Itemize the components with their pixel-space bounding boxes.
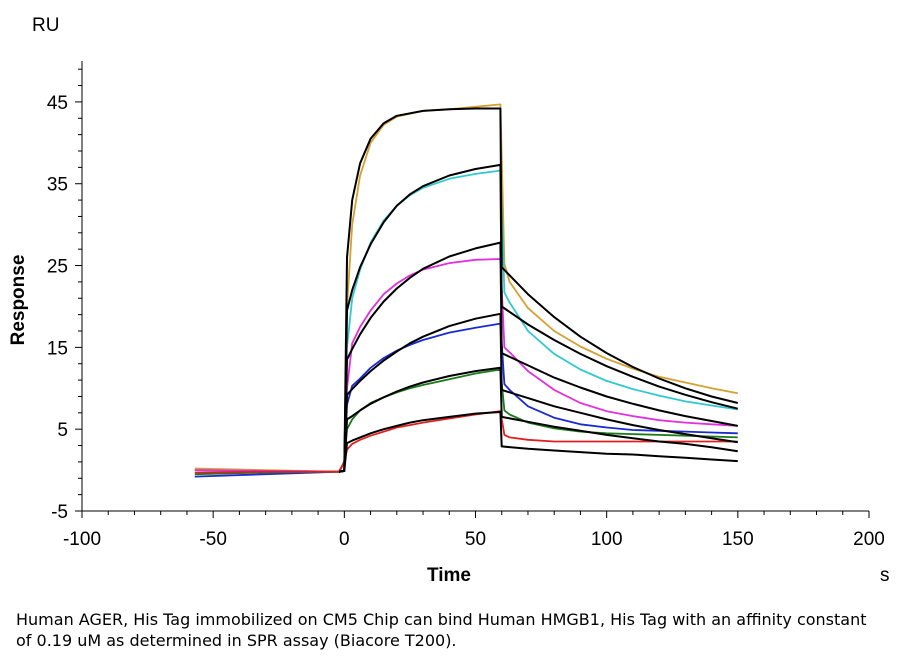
series-line-7 — [338, 107, 739, 473]
series-line-6 — [194, 410, 738, 474]
x-tick-label: 200 — [853, 529, 885, 550]
x-tick-label: -100 — [63, 529, 101, 550]
series-line-3 — [194, 258, 738, 473]
sensorgram-chart: RU s Time Response -100 -50 0 50 100 150 200 -5… — [8, 15, 890, 586]
y-tick-label: -5 — [51, 502, 68, 523]
y-tick-label: 35 — [47, 175, 68, 196]
series-line-10 — [338, 312, 738, 473]
series-line-11 — [338, 366, 738, 473]
series-line-9 — [338, 241, 738, 473]
x-tick-label: -50 — [199, 529, 226, 550]
series-line-5 — [194, 368, 738, 476]
x-unit-label: s — [880, 565, 890, 586]
figure-caption: Human AGER, His Tag immobilized on CM5 C… — [16, 610, 867, 650]
series-line-8 — [338, 163, 739, 473]
series-line-2 — [194, 169, 738, 473]
y-tick-label: 5 — [57, 420, 68, 441]
x-tick-label: 150 — [722, 529, 754, 550]
y-tick-label: 15 — [47, 338, 68, 359]
x-tick-label: 50 — [465, 529, 486, 550]
axes: -100 -50 0 50 100 150 200 -5 5 15 25 35 45 — [47, 61, 885, 550]
y-unit-label: RU — [32, 15, 59, 36]
x-tick-label: 0 — [339, 529, 350, 550]
y-tick-label: 25 — [47, 257, 68, 278]
y-tick-label: 45 — [47, 93, 68, 114]
series-line-12 — [338, 411, 738, 473]
x-axis-title: Time — [427, 565, 471, 586]
x-tick-label: 100 — [591, 529, 623, 550]
y-axis-title: Response — [8, 255, 29, 346]
plot-area — [194, 103, 739, 478]
series-line-4 — [194, 322, 738, 478]
